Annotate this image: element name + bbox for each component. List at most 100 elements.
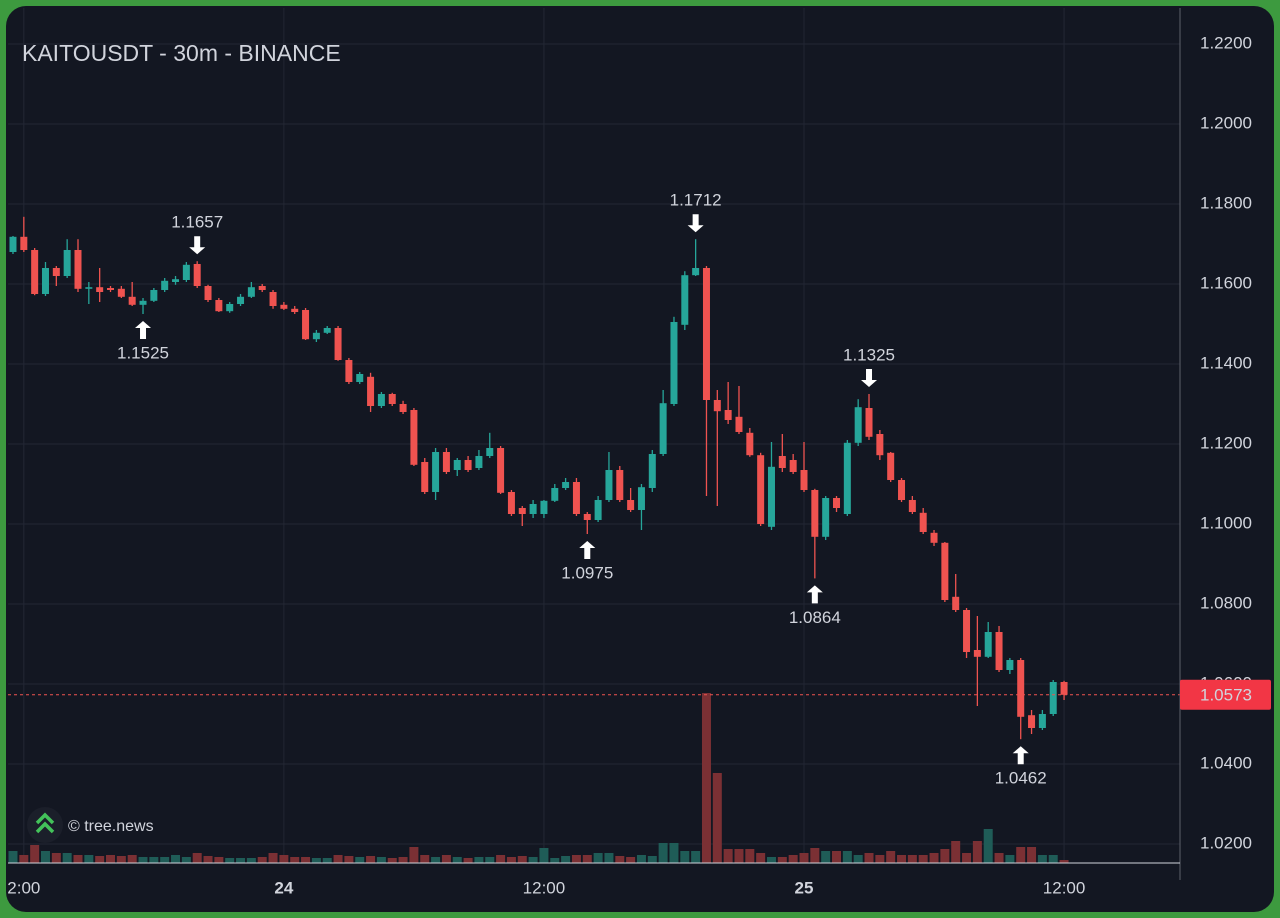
volume-bar — [160, 857, 170, 863]
volume-bar — [181, 857, 191, 863]
candle-body — [237, 296, 245, 304]
candle-body — [887, 452, 895, 480]
annotation-layer: 1.1525 1.1657 1.0975 1.1712 1.0864 1.1325 1.04… — [117, 191, 1047, 788]
volume-bar — [138, 857, 148, 863]
candle-body — [572, 482, 580, 514]
candle-body — [334, 328, 342, 360]
volume-bar — [1037, 855, 1047, 863]
volume-bar — [40, 851, 50, 863]
candle-body — [269, 292, 277, 306]
volume-bar — [929, 853, 939, 863]
candle-body — [215, 300, 223, 312]
volume-bar — [734, 849, 744, 863]
volume-bar — [214, 857, 224, 863]
candle-body — [432, 452, 440, 492]
candle-layer — [8, 216, 1180, 740]
candle-body — [507, 492, 515, 514]
volume-bar — [30, 845, 40, 863]
candle-body — [778, 456, 786, 468]
volume-bar — [691, 851, 701, 863]
volume-bar — [636, 855, 646, 863]
volume-bar — [593, 853, 603, 863]
candle-body — [659, 403, 667, 454]
candle-body — [670, 322, 678, 404]
volume-bar — [756, 853, 766, 863]
volume-bar — [506, 857, 516, 863]
volume-bar — [409, 847, 419, 863]
volume-bar — [994, 853, 1004, 863]
volume-bar — [376, 857, 386, 863]
volume-bar — [496, 855, 506, 863]
candle-body — [648, 454, 656, 488]
x-tick-label: 12:00 — [523, 878, 566, 897]
candle-body — [421, 462, 429, 492]
candle-body — [789, 460, 797, 472]
candle-body — [291, 308, 299, 312]
volume-bar — [799, 853, 809, 863]
candle-body — [247, 287, 255, 297]
y-tick-label: 1.1800 — [1200, 193, 1252, 212]
candle-body — [952, 596, 960, 610]
volume-bar — [777, 857, 787, 863]
candle-body — [767, 466, 775, 527]
y-tick-label: 1.0400 — [1200, 753, 1252, 772]
axis-layer: 1.02001.04001.06001.08001.10001.12001.14… — [7, 33, 1271, 897]
volume-bar — [528, 857, 538, 863]
volume-bar — [301, 857, 311, 863]
candle-body — [345, 360, 353, 382]
candle-body — [161, 280, 169, 290]
candle-body — [833, 498, 841, 508]
candle-body — [117, 288, 125, 297]
candle-body — [497, 448, 505, 493]
candle-body — [486, 448, 494, 456]
volume-bar — [106, 855, 116, 863]
candle-body — [193, 264, 201, 286]
volume-bar — [1059, 860, 1069, 863]
volume-bar — [897, 855, 907, 863]
candle-body — [356, 374, 364, 382]
volume-bar — [788, 855, 798, 863]
y-tick-label: 1.2000 — [1200, 113, 1252, 132]
extreme-label: 1.1525 — [117, 343, 169, 362]
volume-bar — [279, 855, 289, 863]
candle-body — [204, 286, 212, 300]
candle-body — [63, 250, 71, 276]
candle-body — [139, 300, 147, 305]
volume-bar — [918, 855, 928, 863]
volume-bar — [116, 856, 126, 863]
volume-bar — [940, 849, 950, 863]
extreme-label: 1.1325 — [843, 345, 895, 364]
volume-bar — [246, 858, 256, 863]
candle-body — [74, 250, 82, 289]
volume-bar — [1048, 855, 1058, 863]
candle-body — [551, 488, 559, 501]
candle-body — [746, 432, 754, 456]
extreme-label: 1.1712 — [670, 191, 722, 210]
volume-bar — [1016, 847, 1026, 863]
candle-body — [226, 304, 234, 312]
volume-bar — [19, 855, 29, 863]
panel — [6, 6, 1274, 912]
volume-bar — [149, 857, 159, 863]
extreme-arrow — [861, 369, 878, 387]
volume-bar — [95, 856, 105, 863]
candle-body — [85, 287, 93, 289]
watermark-logo — [27, 807, 63, 843]
volume-bar — [669, 843, 679, 863]
y-tick-label: 1.1600 — [1200, 273, 1252, 292]
volume-bar — [615, 856, 625, 863]
volume-bar — [539, 848, 549, 863]
candle-body — [312, 332, 320, 340]
candle-body — [41, 268, 49, 294]
volume-bar — [268, 853, 278, 863]
extreme-label: 1.0462 — [995, 769, 1047, 788]
extreme-arrow — [135, 321, 152, 339]
candle-body — [702, 268, 710, 400]
x-tick-label: 12:00 — [1043, 878, 1086, 897]
candle-body — [1049, 682, 1057, 714]
extreme-label: 1.0864 — [789, 608, 841, 627]
candle-body — [898, 480, 906, 500]
candle-body — [627, 500, 635, 510]
y-tick-label: 1.2200 — [1200, 33, 1252, 52]
